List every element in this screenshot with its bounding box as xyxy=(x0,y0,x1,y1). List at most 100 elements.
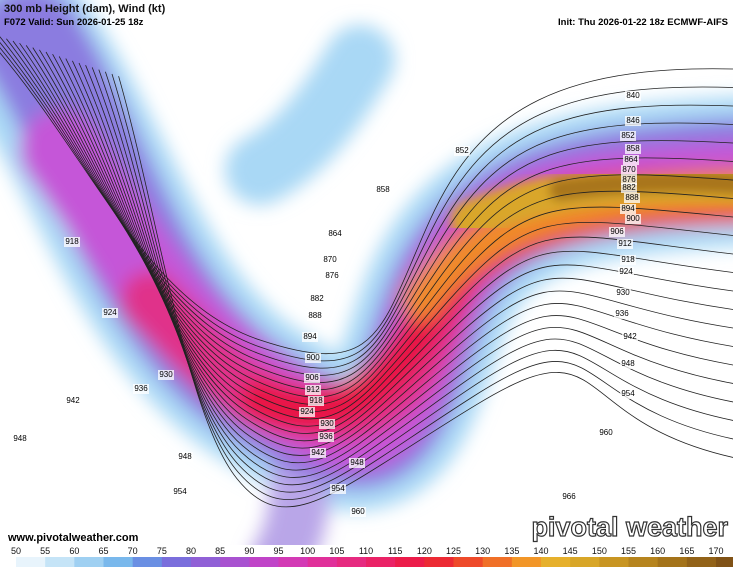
colorbar-swatch xyxy=(424,557,454,567)
contour-label-bg xyxy=(561,492,577,502)
contour-label-bg xyxy=(454,146,470,156)
colorbar-label: 140 xyxy=(533,546,548,556)
contour-label-bg xyxy=(172,487,188,497)
colorbar-swatch xyxy=(716,557,733,567)
colorbar-label: 120 xyxy=(417,546,432,556)
contour-label: 906 xyxy=(610,227,624,236)
contour-label: 936 xyxy=(134,384,148,393)
contour-label-bg xyxy=(308,396,324,406)
contour-label: 930 xyxy=(320,419,334,428)
colorbar-label: 125 xyxy=(446,546,461,556)
colorbar-swatch xyxy=(220,557,250,567)
contour-label: 840 xyxy=(626,91,640,100)
colorbar-swatch xyxy=(628,557,659,567)
colorbar-swatch xyxy=(74,557,104,567)
contour-label: 948 xyxy=(621,359,635,368)
contour-label: 948 xyxy=(178,452,192,461)
colorbar-swatch xyxy=(366,557,396,567)
contour-label-bg xyxy=(621,175,637,185)
contour-label-bg xyxy=(302,332,318,342)
contour-label-bg xyxy=(305,385,321,395)
contour-label-bg xyxy=(620,389,636,399)
contour-label: 924 xyxy=(619,267,633,276)
contour-label: 918 xyxy=(65,237,79,246)
contour-label-bg xyxy=(620,359,636,369)
contour-label-bg xyxy=(623,155,639,165)
contour-labels: 8408468528588648708768828888949009069129… xyxy=(12,91,641,517)
contour-label-bg xyxy=(324,271,340,281)
contour-label: 888 xyxy=(625,193,639,202)
colorbar: 50 55 60 65 70 75 80 85 90 95 100 105 110 115 120 125 13… xyxy=(11,546,733,567)
contour-label: 870 xyxy=(323,255,337,264)
colorbar-label: 150 xyxy=(592,546,607,556)
contour-label-bg xyxy=(622,332,638,342)
colorbar-label: 145 xyxy=(563,546,578,556)
contour-line xyxy=(85,65,733,471)
contour-label-bg xyxy=(375,185,391,195)
colorbar-swatch xyxy=(570,557,600,567)
colorbar-label: 80 xyxy=(186,546,196,556)
contour-label-bg xyxy=(624,193,640,203)
colorbar-label: 90 xyxy=(244,546,254,556)
contour-line xyxy=(72,60,733,456)
colorbar-swatch xyxy=(307,557,338,567)
contour-label-bg xyxy=(625,214,641,224)
colorbar-label: 100 xyxy=(300,546,315,556)
colorbar-swatch xyxy=(453,557,484,567)
contour-label: 960 xyxy=(599,428,613,437)
colorbar-swatch xyxy=(278,557,309,567)
contour-label: 924 xyxy=(103,308,117,317)
contour-label: 894 xyxy=(303,332,317,341)
colorbar-label: 160 xyxy=(650,546,665,556)
contour-label: 876 xyxy=(325,271,339,280)
contour-label-bg xyxy=(307,311,323,321)
contour-label: 954 xyxy=(331,484,345,493)
contour-label-bg xyxy=(318,432,334,442)
website: www.pivotalweather.com xyxy=(7,532,139,544)
colorbar-swatch xyxy=(657,557,688,567)
contour-label: 942 xyxy=(623,332,637,341)
contour-label: 966 xyxy=(562,492,576,501)
contour-label-bg xyxy=(618,267,634,277)
contour-label-bg xyxy=(349,458,365,468)
colorbar-label: 50 xyxy=(11,546,21,556)
contour-label: 954 xyxy=(621,389,635,398)
contour-label: 960 xyxy=(351,507,365,516)
colorbar-label: 110 xyxy=(359,546,373,556)
contour-label: 918 xyxy=(309,396,323,405)
colorbar-swatch xyxy=(541,557,571,567)
contour-line xyxy=(52,54,733,434)
contour-label: 864 xyxy=(328,229,342,238)
contour-label-bg xyxy=(319,419,335,429)
contour-label-bg xyxy=(12,434,28,444)
contour-label-bg xyxy=(620,255,636,265)
contour-label: 876 xyxy=(622,175,636,184)
contour-line xyxy=(39,49,733,420)
colorbar-swatch xyxy=(45,557,75,567)
contour-line xyxy=(0,36,733,376)
colorbar-label: 55 xyxy=(40,546,50,556)
contour-label: 888 xyxy=(308,311,322,320)
contour-line xyxy=(45,51,733,427)
contour-label-bg xyxy=(620,131,636,141)
colorbar-label: 60 xyxy=(69,546,79,556)
colorbar-label: 135 xyxy=(504,546,519,556)
contour-label: 918 xyxy=(621,255,635,264)
contour-label-bg xyxy=(305,353,321,363)
colorbar-swatch xyxy=(161,557,192,567)
valid-time: F072 Valid: Sun 2026-01-25 18z xyxy=(4,17,144,28)
colorbar-swatch xyxy=(132,557,163,567)
contour-label-bg xyxy=(625,91,641,101)
colorbar-label: 130 xyxy=(475,546,490,556)
contour-label-bg xyxy=(615,288,631,298)
contour-label: 912 xyxy=(306,385,320,394)
contour-label-bg xyxy=(327,229,343,239)
contour-label: 900 xyxy=(306,353,320,362)
contour-label: 924 xyxy=(300,407,314,416)
contour-label: 846 xyxy=(626,116,640,125)
contour-label-bg xyxy=(614,309,630,319)
colorbar-label: 165 xyxy=(679,546,694,556)
contour-label: 912 xyxy=(618,239,632,248)
contour-label: 936 xyxy=(319,432,333,441)
